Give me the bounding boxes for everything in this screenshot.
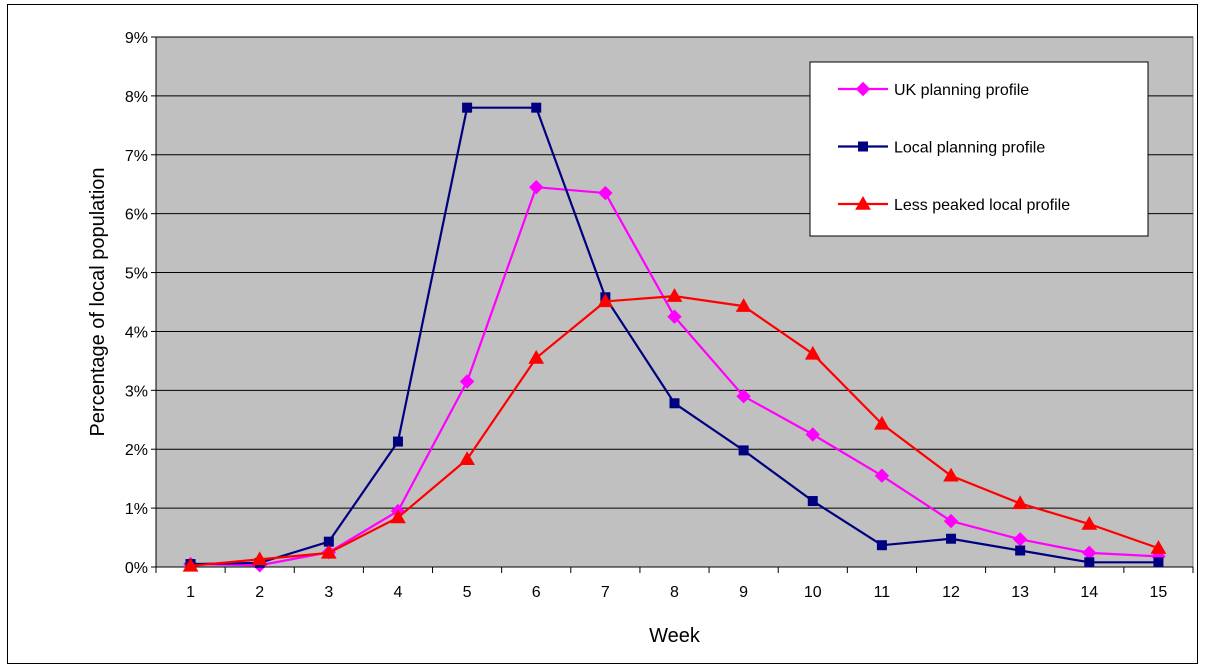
y-tick-label: 8% bbox=[125, 89, 148, 106]
y-tick-label: 2% bbox=[125, 442, 148, 459]
legend-marker bbox=[855, 81, 871, 97]
x-tick-label: 8 bbox=[670, 584, 679, 601]
data-point bbox=[876, 540, 887, 551]
data-point bbox=[597, 293, 614, 308]
legend-item: Local planning profile bbox=[838, 140, 1045, 157]
data-point bbox=[943, 513, 959, 529]
y-tick-label: 1% bbox=[125, 501, 148, 518]
data-point bbox=[1153, 557, 1164, 568]
x-tick-label: 7 bbox=[601, 584, 610, 601]
y-tick-label: 4% bbox=[125, 324, 148, 341]
x-axis: 1 2 3 4 5 6 7 8 9 10 11 12 13 14 15 bbox=[155, 566, 1194, 601]
data-point bbox=[392, 436, 403, 447]
data-point bbox=[807, 496, 818, 507]
series-less-peaked-local-profile bbox=[182, 288, 1167, 572]
x-tick-label: 15 bbox=[1150, 584, 1168, 601]
legend-label: Less peaked local profile bbox=[894, 197, 1070, 214]
y-tick-label: 0% bbox=[125, 560, 148, 577]
data-point bbox=[182, 557, 199, 572]
data-point bbox=[323, 536, 334, 547]
y-tick-label: 5% bbox=[125, 266, 148, 283]
data-point bbox=[804, 345, 821, 360]
data-point bbox=[251, 551, 268, 566]
x-tick-label: 11 bbox=[874, 584, 891, 601]
x-tick-label: 9 bbox=[739, 584, 748, 601]
legend-label: Local planning profile bbox=[894, 140, 1045, 157]
data-point bbox=[462, 102, 473, 113]
data-point bbox=[529, 179, 544, 195]
data-point bbox=[943, 467, 959, 482]
data-point bbox=[459, 451, 475, 465]
x-tick-label: 12 bbox=[942, 584, 960, 601]
legend-marker bbox=[855, 195, 871, 210]
y-tick-label: 6% bbox=[125, 207, 148, 224]
data-point bbox=[320, 544, 337, 559]
data-point bbox=[669, 398, 680, 409]
data-point bbox=[874, 415, 890, 430]
x-tick-label: 1 bbox=[186, 584, 195, 601]
y-tick-label: 3% bbox=[125, 383, 148, 400]
legend-item: Less peaked local profile bbox=[838, 195, 1070, 214]
data-point bbox=[736, 389, 751, 404]
x-tick-label: 13 bbox=[1011, 584, 1029, 601]
x-tick-label: 2 bbox=[255, 584, 264, 601]
data-point bbox=[390, 509, 406, 524]
legend-label: UK planning profile bbox=[894, 82, 1029, 99]
x-tick-label: 6 bbox=[532, 584, 541, 601]
series-layer bbox=[182, 102, 1167, 573]
data-point bbox=[598, 185, 613, 201]
y-tick-label: 7% bbox=[125, 148, 148, 165]
x-tick-label: 3 bbox=[324, 584, 333, 601]
data-point bbox=[459, 374, 475, 389]
data-point bbox=[528, 349, 545, 364]
data-point bbox=[805, 427, 820, 442]
data-point bbox=[1081, 516, 1098, 530]
data-point bbox=[738, 445, 749, 456]
legend-item: UK planning profile bbox=[838, 81, 1029, 99]
x-axis-title: Week bbox=[649, 625, 701, 647]
x-tick-label: 5 bbox=[463, 584, 472, 601]
data-point bbox=[1012, 495, 1029, 510]
y-axis: 0% 1% 2% 3% 4% 5% 6% 7% 8% 9% bbox=[125, 30, 157, 577]
data-point bbox=[874, 468, 890, 483]
x-tick-label: 10 bbox=[804, 584, 822, 601]
data-point bbox=[531, 102, 542, 113]
data-point bbox=[1084, 557, 1095, 568]
y-axis-title: Percentage of local population bbox=[87, 167, 109, 436]
data-point bbox=[1150, 540, 1167, 554]
data-point bbox=[946, 533, 957, 544]
x-tick-label: 4 bbox=[394, 584, 403, 601]
data-point bbox=[667, 309, 682, 324]
legend: UK planning profile Local planning profil… bbox=[809, 61, 1149, 237]
x-tick-label: 14 bbox=[1080, 584, 1098, 601]
legend-marker bbox=[858, 141, 868, 152]
data-point bbox=[735, 298, 752, 312]
data-point bbox=[1015, 545, 1026, 556]
data-point bbox=[666, 288, 683, 302]
y-tick-label: 9% bbox=[125, 30, 148, 47]
